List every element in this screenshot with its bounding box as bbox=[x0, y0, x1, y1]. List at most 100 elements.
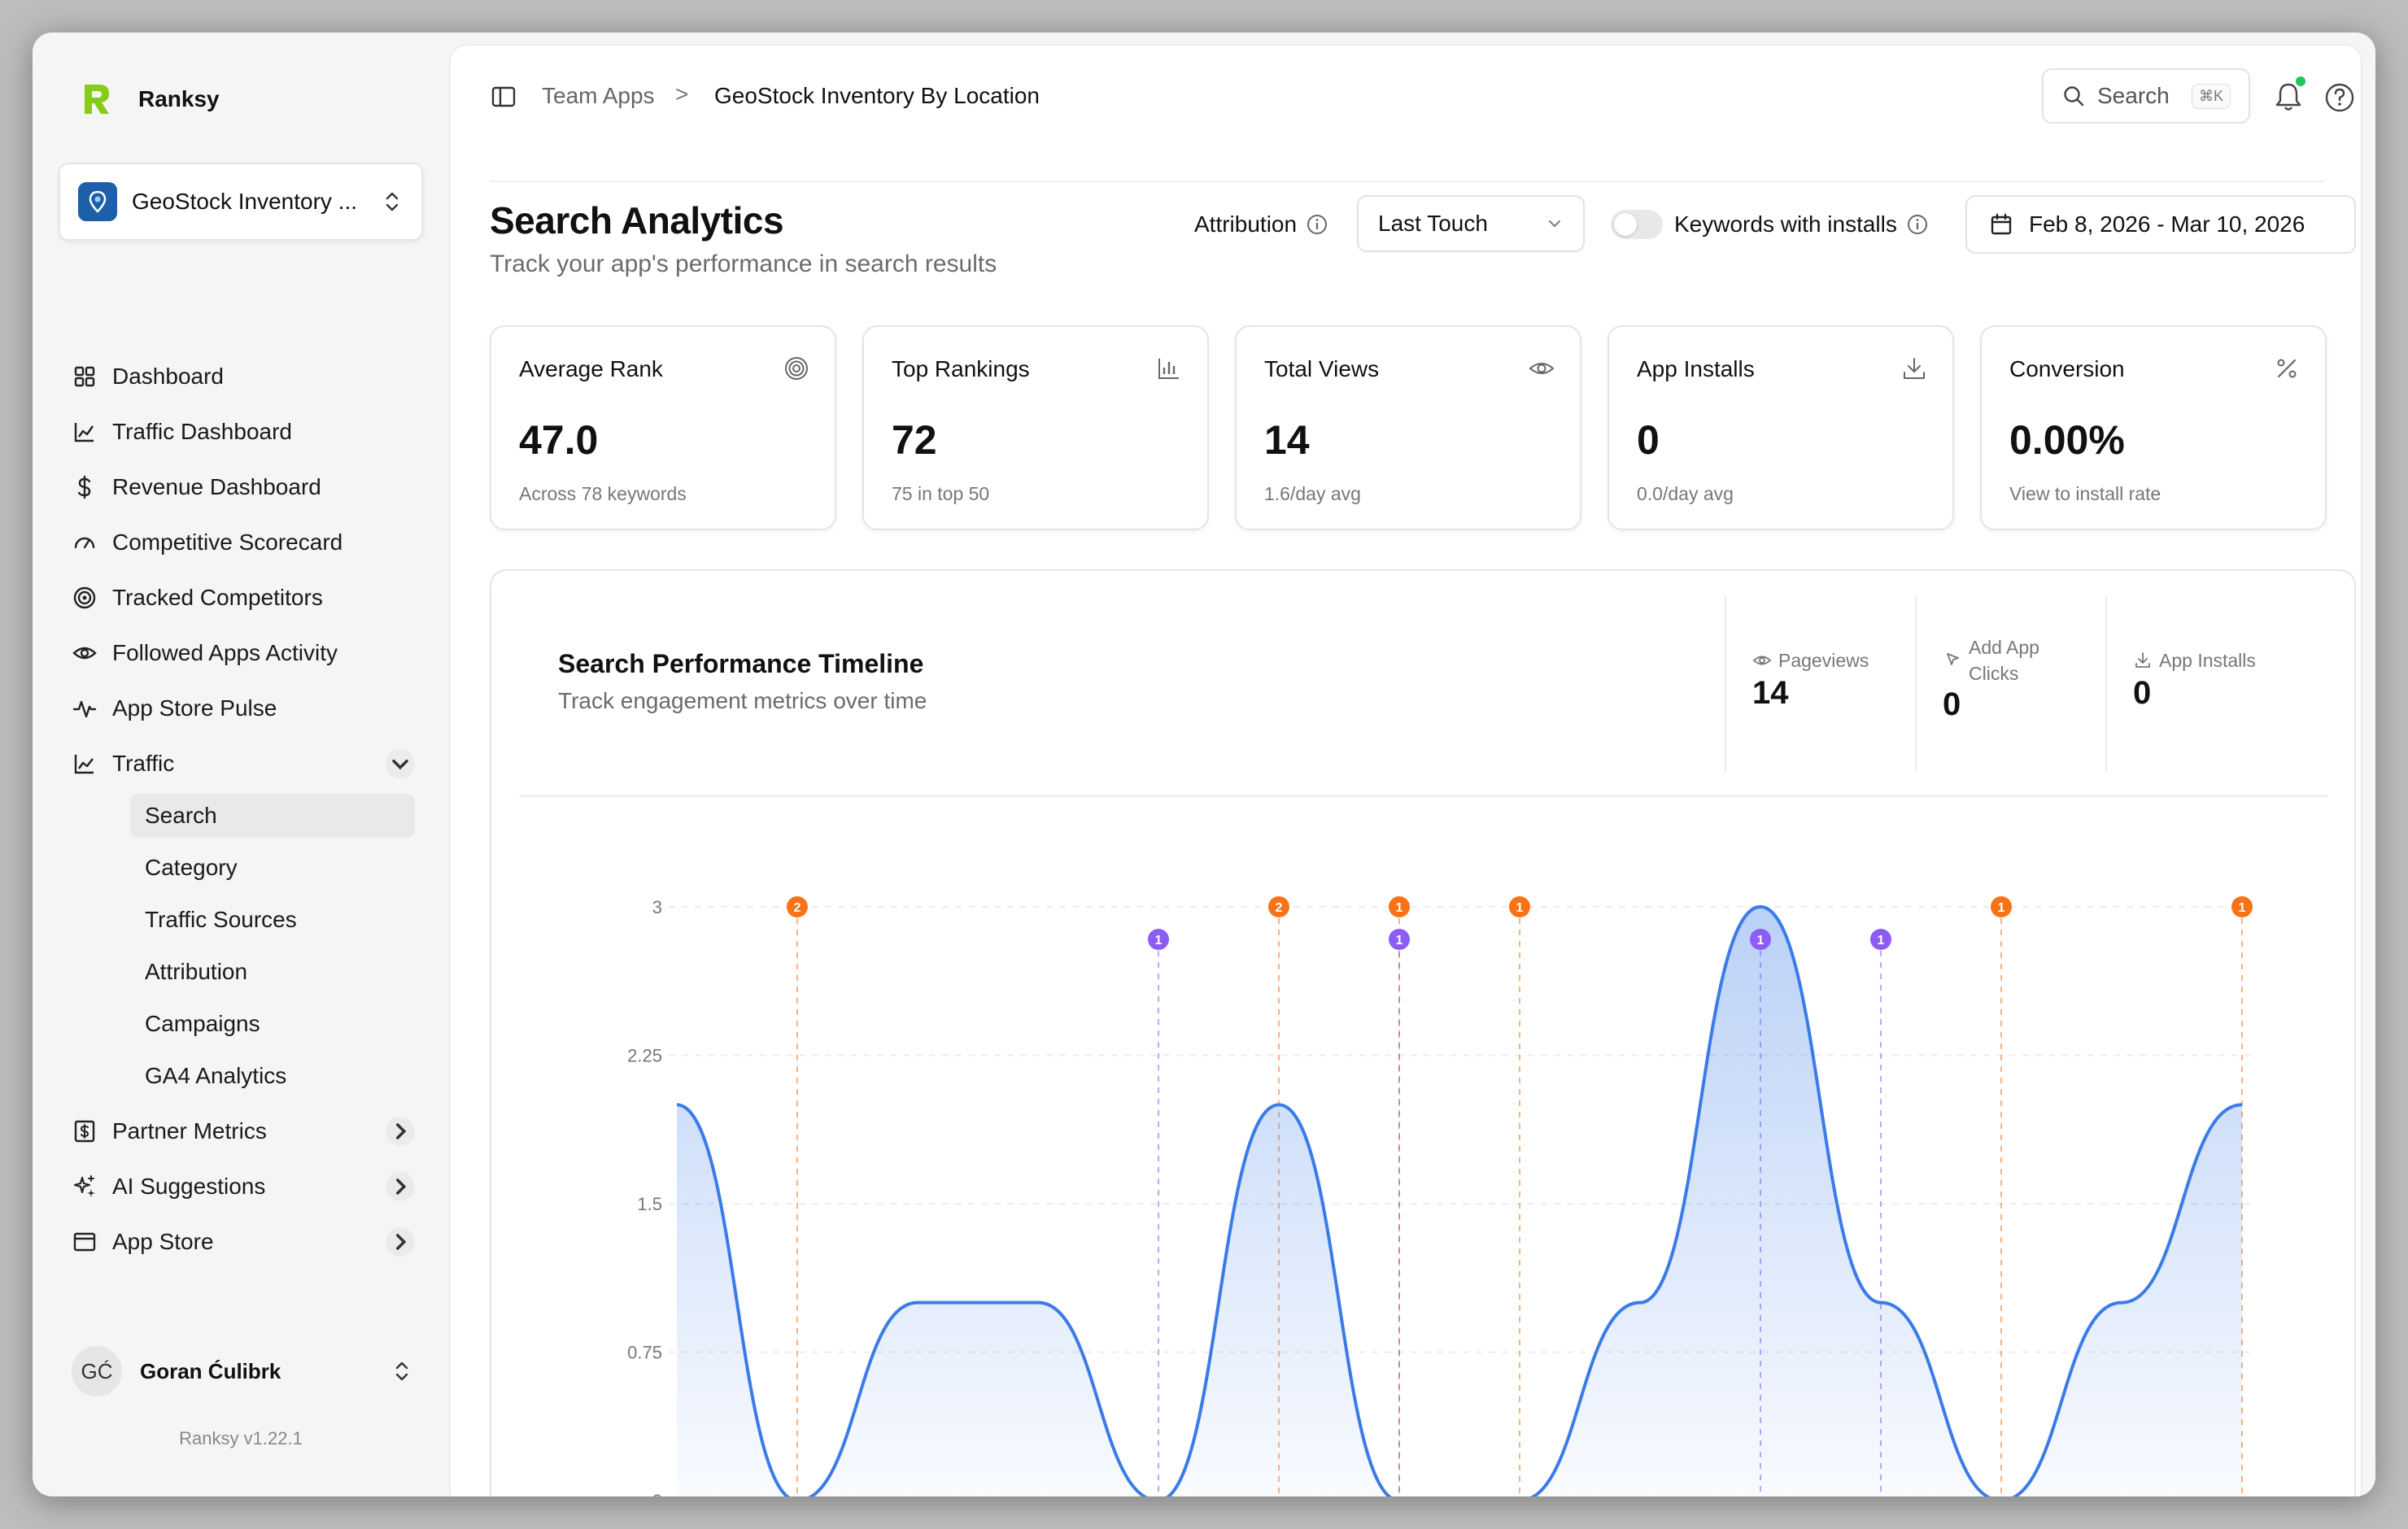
notification-dot bbox=[2294, 75, 2307, 88]
chevron-right-icon[interactable] bbox=[386, 1172, 415, 1201]
y-tick-label: 3 bbox=[652, 897, 662, 917]
search-button[interactable]: Search ⌘K bbox=[2042, 68, 2250, 124]
sidebar-item-competitive-scorecard[interactable]: Competitive Scorecard bbox=[65, 521, 439, 564]
sidebar-subitem-category[interactable]: Category bbox=[130, 846, 415, 890]
sidebar-item-followed-apps-activity[interactable]: Followed Apps Activity bbox=[65, 632, 439, 674]
line-chart-icon bbox=[74, 423, 94, 442]
sidebar-item-label: Followed Apps Activity bbox=[112, 640, 338, 665]
sidebar-item-ai-suggestions[interactable]: AI Suggestions bbox=[65, 1165, 439, 1208]
chart-divider bbox=[519, 795, 2328, 797]
bell-icon[interactable] bbox=[2271, 80, 2305, 114]
chart-title: Search Performance Timeline bbox=[558, 649, 924, 678]
stat-subtext: 75 in top 50 bbox=[892, 483, 990, 504]
app-icon bbox=[78, 182, 117, 221]
annotation-marker bbox=[787, 896, 808, 917]
annotation-marker bbox=[1268, 896, 1289, 917]
user-menu[interactable]: GĆ Goran Ćulibrk bbox=[72, 1344, 413, 1399]
stat-title: Total Views bbox=[1264, 356, 1380, 381]
sidebar-item-label: Revenue Dashboard bbox=[112, 474, 321, 499]
annotation-marker bbox=[1991, 896, 2012, 917]
sidebar-toggle-icon[interactable] bbox=[490, 83, 517, 111]
chevron-right-icon[interactable] bbox=[386, 1117, 415, 1146]
area-chart-icon bbox=[74, 755, 94, 774]
sidebar-subitem-label: Search bbox=[145, 803, 217, 828]
stat-value: 47.0 bbox=[519, 417, 599, 463]
metric-label: App Installs bbox=[2133, 647, 2256, 673]
main-content: Team Apps > GeoStock Inventory By Locati… bbox=[449, 44, 2362, 1496]
header-divider bbox=[490, 181, 2325, 182]
metric-add-app-clicks[interactable]: Add App Clicks 0 bbox=[1915, 597, 2107, 771]
chevron-right-icon[interactable] bbox=[386, 1227, 415, 1257]
sidebar-item-partner-metrics[interactable]: Partner Metrics bbox=[65, 1110, 439, 1152]
page-title: Search Analytics bbox=[490, 199, 784, 242]
sidebar-item-app-store-pulse[interactable]: App Store Pulse bbox=[65, 687, 439, 730]
target-icon bbox=[785, 357, 808, 380]
sidebar-item-dashboard[interactable]: Dashboard bbox=[65, 355, 439, 398]
sidebar-item-label: Partner Metrics bbox=[112, 1118, 267, 1143]
metric-label-text: Add App bbox=[1969, 637, 2039, 658]
stat-value: 72 bbox=[892, 417, 937, 463]
sidebar-subitem-search[interactable]: Search bbox=[130, 794, 415, 838]
sidebar-item-revenue-dashboard[interactable]: Revenue Dashboard bbox=[65, 466, 439, 508]
annotation-marker bbox=[1750, 929, 1771, 950]
stat-title: Conversion bbox=[2009, 356, 2125, 381]
pulse-icon bbox=[72, 700, 97, 718]
annotation-marker bbox=[1389, 896, 1410, 917]
help-icon[interactable] bbox=[2323, 81, 2356, 114]
annotation-label: 1 bbox=[2239, 901, 2246, 915]
stat-card-average-rank: Average Rank 47.0 Across 78 keywords bbox=[490, 325, 836, 530]
sparkles-icon bbox=[73, 1175, 95, 1197]
stat-title: Top Rankings bbox=[892, 356, 1030, 381]
app-selector[interactable]: GeoStock Inventory ... bbox=[59, 163, 423, 241]
annotation-label: 1 bbox=[1396, 934, 1403, 947]
chevron-down-icon[interactable] bbox=[386, 749, 415, 778]
metric-label-text: Clicks bbox=[1969, 663, 2019, 684]
annotation-label: 1 bbox=[1516, 901, 1524, 915]
annotation-label: 1 bbox=[1878, 934, 1885, 947]
ranksy-logo-icon bbox=[85, 85, 109, 114]
metric-value: 0 bbox=[2133, 675, 2152, 711]
sidebar-item-traffic[interactable]: Traffic bbox=[65, 743, 439, 785]
stat-title: App Installs bbox=[1637, 356, 1755, 381]
sidebar-item-tracked-competitors[interactable]: Tracked Competitors bbox=[65, 577, 439, 619]
percent-icon bbox=[2277, 359, 2297, 378]
page-subtitle: Track your app's performance in search r… bbox=[490, 250, 997, 277]
stat-value: 14 bbox=[1264, 417, 1310, 463]
metric-pageviews[interactable]: Pageviews 14 bbox=[1725, 597, 1917, 771]
dollar-icon bbox=[77, 475, 91, 499]
sidebar-subitem-label: Campaigns bbox=[145, 1011, 260, 1036]
stat-subtext: Across 78 keywords bbox=[519, 483, 687, 504]
sidebar-subitem-label: Attribution bbox=[145, 959, 248, 984]
download-icon bbox=[1904, 358, 1925, 379]
sidebar-item-label: Traffic Dashboard bbox=[112, 419, 292, 444]
metric-app-installs[interactable]: App Installs 0 bbox=[2105, 597, 2297, 771]
avatar: GĆ bbox=[72, 1346, 122, 1396]
stat-card-app-installs: App Installs 0 0.0/day avg bbox=[1608, 325, 1954, 530]
chevron-up-down-icon bbox=[395, 1361, 408, 1381]
stat-value: 0.00% bbox=[2009, 417, 2125, 463]
brand[interactable]: Ranksy bbox=[78, 81, 220, 117]
keywords-with-installs-toggle[interactable] bbox=[1611, 210, 1663, 239]
chart-subtitle: Track engagement metrics over time bbox=[558, 688, 927, 713]
download-icon bbox=[2135, 652, 2150, 668]
eye-icon bbox=[1529, 363, 1555, 374]
info-icon[interactable] bbox=[1305, 212, 1329, 237]
metric-value: 14 bbox=[1752, 675, 1789, 711]
attribution-select[interactable]: Last Touch bbox=[1357, 195, 1585, 252]
sidebar-subitem-ga4-analytics[interactable]: GA4 Analytics bbox=[130, 1054, 415, 1098]
sidebar-subitem-attribution[interactable]: Attribution bbox=[130, 950, 415, 994]
breadcrumb-parent[interactable]: Team Apps bbox=[542, 83, 655, 108]
app-selector-label: GeoStock Inventory ... bbox=[132, 189, 358, 214]
dollar-file-icon bbox=[74, 1120, 95, 1143]
date-range-picker[interactable]: Feb 8, 2026 - Mar 10, 2026 bbox=[1965, 195, 2356, 254]
sidebar-item-app-store[interactable]: App Store bbox=[65, 1221, 439, 1263]
eye-icon bbox=[1752, 656, 1772, 665]
annotation-label: 1 bbox=[1396, 901, 1403, 915]
user-name: Goran Ćulibrk bbox=[140, 1358, 281, 1383]
sidebar-item-traffic-dashboard[interactable]: Traffic Dashboard bbox=[65, 411, 439, 453]
sidebar-subitem-traffic-sources[interactable]: Traffic Sources bbox=[130, 898, 415, 942]
info-icon[interactable] bbox=[1905, 212, 1930, 237]
grid-icon bbox=[74, 366, 95, 387]
sidebar-subitem-campaigns[interactable]: Campaigns bbox=[130, 1002, 415, 1046]
